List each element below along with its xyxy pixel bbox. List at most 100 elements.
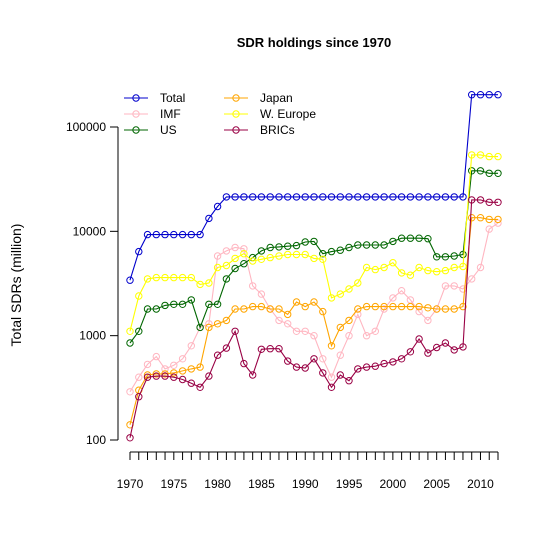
legend-item: Japan [224,91,293,105]
data-point [389,358,397,366]
data-point [249,371,257,379]
data-point [380,263,388,272]
data-point [319,307,327,316]
data-point [362,241,371,249]
legend-swatch-marker [232,126,240,134]
data-point [187,273,196,282]
data-point [240,250,248,258]
data-point [389,193,397,201]
data-point [266,193,274,201]
data-point [126,327,134,335]
data-point [397,287,406,295]
data-point [249,302,257,311]
data-point [380,305,388,313]
data-point [222,275,231,283]
data-point [284,320,292,328]
data-point [301,364,309,372]
data-point [345,243,353,252]
data-point [424,316,432,325]
series-us [126,167,502,347]
data-point [152,372,161,380]
data-point [178,355,187,363]
data-point [494,91,502,99]
data-point [354,310,362,319]
data-point [415,302,423,311]
data-point [433,268,441,276]
y-tick-label: 100000 [66,120,106,134]
x-tick-label: 1985 [248,477,275,491]
data-point [424,235,432,243]
data-point [362,363,371,371]
legend-item: Total [124,91,185,105]
data-point [397,302,406,311]
data-point [152,305,161,313]
data-point [319,255,327,263]
data-point [336,351,344,359]
data-point [485,225,493,233]
data-point [178,300,187,308]
data-point [292,327,301,335]
data-point [354,365,362,373]
series-line-us [129,170,498,344]
data-point [354,241,362,249]
legend-label: W. Europe [260,107,316,121]
data-point [336,193,344,201]
data-point [231,305,239,313]
data-point [161,372,169,380]
data-point [468,275,476,283]
data-point [205,372,213,380]
data-point [371,241,379,249]
data-point [380,193,388,201]
data-point [143,305,152,313]
data-point [468,151,476,159]
data-point [450,305,458,313]
data-point [213,320,222,328]
data-point [152,352,161,361]
data-point [345,332,353,340]
data-point [485,198,493,207]
data-point [187,379,196,387]
data-point [424,266,432,275]
data-point [397,355,406,363]
data-point [319,193,327,201]
data-point [301,193,309,201]
data-point [222,261,231,270]
data-point [494,152,502,161]
data-point [424,349,432,357]
data-point [170,373,178,381]
data-point [459,343,467,351]
y-tick-label: 10000 [73,224,107,238]
data-point [319,250,327,258]
data-point [310,254,318,263]
data-point [371,327,379,335]
data-point [257,255,266,263]
data-point [284,242,292,250]
data-point [301,238,309,246]
data-point [485,169,493,178]
data-point [213,300,222,308]
data-point [231,327,239,335]
data-point [310,355,318,363]
data-point [406,193,415,201]
data-point [415,307,423,316]
data-point [327,342,336,350]
data-point [231,254,239,263]
data-point [275,243,283,251]
data-point [143,360,152,369]
data-point [249,257,257,265]
data-point [284,250,292,259]
data-point [135,373,143,381]
y-tick-label: 100 [86,433,106,447]
data-point [178,230,187,239]
data-point [143,230,152,239]
data-point [152,370,161,378]
y-tick-label: 1000 [79,329,106,343]
data-point [415,335,423,343]
data-point [371,265,379,274]
series-line-japan [129,217,498,425]
data-point [135,292,143,300]
data-point [362,263,371,272]
data-point [380,302,388,311]
data-point [389,302,397,311]
